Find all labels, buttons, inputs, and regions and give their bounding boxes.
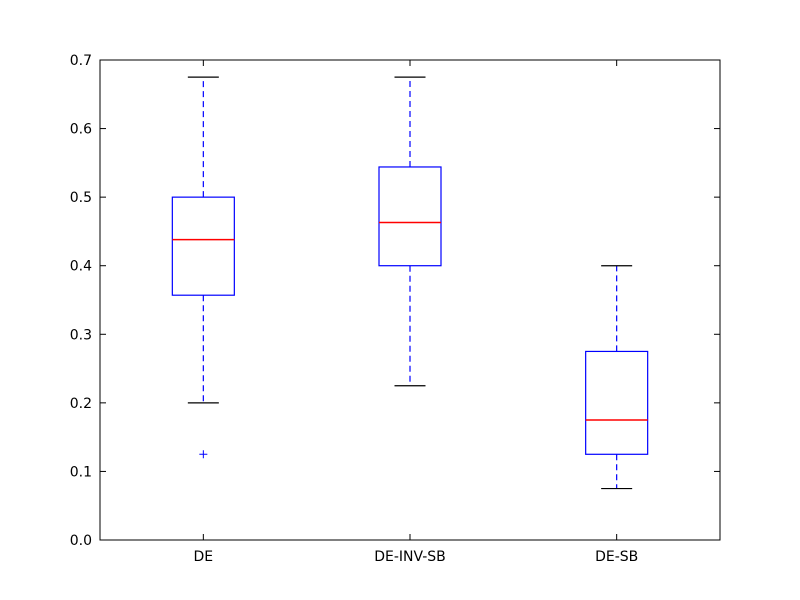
y-tick-label: 0.5 xyxy=(70,190,92,206)
iqr-box xyxy=(378,166,442,267)
box-group-de xyxy=(171,76,235,459)
y-tick-label: 0.7 xyxy=(70,53,92,69)
y-tick-label: 0.3 xyxy=(70,327,92,343)
plot-frame xyxy=(99,59,721,541)
plot-marks xyxy=(171,76,649,490)
iqr-box xyxy=(585,350,649,455)
outlier-marker xyxy=(199,450,208,459)
x-axis: DE DE-INV-SB DE-SB xyxy=(194,60,638,565)
x-tick-label: DE-INV-SB xyxy=(374,549,446,565)
y-tick-label: 0.4 xyxy=(70,259,92,275)
box-group-de-sb xyxy=(585,265,649,490)
y-tick-label: 0.2 xyxy=(70,396,92,412)
y-tick-label: 0.1 xyxy=(70,464,92,480)
iqr-box xyxy=(171,196,235,296)
x-tick-label: DE xyxy=(194,549,214,565)
x-tick-label: DE-SB xyxy=(595,549,638,565)
y-tick-label: 0.6 xyxy=(70,122,92,138)
box-group-de-inv-sb xyxy=(378,76,442,387)
y-tick-label: 0.0 xyxy=(70,533,92,549)
